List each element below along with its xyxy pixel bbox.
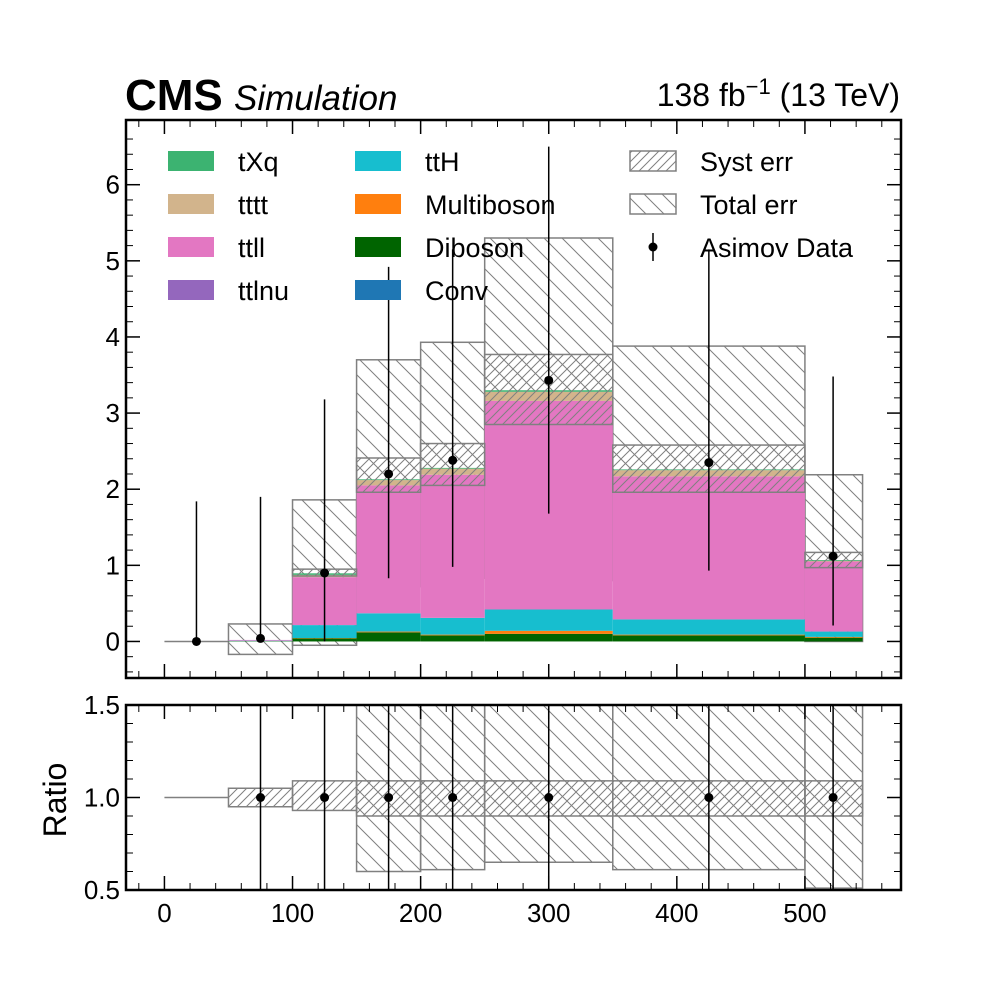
- legend-swatch-total-err: [629, 193, 677, 215]
- y-tick-label: 3: [106, 398, 120, 428]
- ratio-point: [256, 793, 266, 802]
- stack-bar-diboson: [484, 633, 613, 642]
- y-tick-label: 2: [106, 474, 120, 504]
- x-tick-label: 500: [783, 898, 826, 928]
- data-point: [384, 469, 394, 479]
- data-point: [828, 551, 838, 561]
- ratio-y-tick-label: 1.0: [84, 783, 120, 813]
- y-tick-label: 6: [106, 170, 120, 200]
- x-tick-label: 200: [399, 898, 442, 928]
- stack-bar-diboson: [612, 635, 805, 642]
- stack-bar-tth: [420, 617, 485, 635]
- stack-bar-tth: [356, 613, 421, 632]
- ratio-y-tick-label: 0.5: [84, 875, 120, 905]
- x-tick-label: 0: [157, 898, 171, 928]
- legend-label-txq: tXq: [238, 147, 279, 177]
- legend-swatch-diboson: [355, 237, 401, 257]
- stack-bar-diboson: [356, 632, 421, 642]
- y-tick-label: 4: [106, 322, 120, 352]
- legend-label-conv: Conv: [425, 276, 489, 306]
- x-tick-label: 300: [527, 898, 570, 928]
- data-point: [191, 636, 201, 646]
- legend-label-total-err: Total err: [700, 190, 798, 220]
- x-tick-label: 100: [271, 898, 314, 928]
- main-plot-area: [164, 146, 864, 656]
- stack-bar-diboson: [420, 635, 485, 642]
- legend-swatch-syst-err: [629, 150, 677, 172]
- experiment-label: CMS: [125, 71, 223, 120]
- legend-swatch-ttlnu: [168, 280, 214, 300]
- status-label: Simulation: [234, 79, 397, 118]
- stack-bar-tth: [484, 609, 613, 631]
- legend-swatch-tth: [355, 151, 401, 171]
- legend-label-diboson: Diboson: [425, 233, 524, 263]
- stack-bar-multiboson: [356, 631, 421, 633]
- legend-label-multiboson: Multiboson: [425, 190, 556, 220]
- ratio-point: [828, 793, 838, 802]
- legend-swatch-multiboson: [355, 194, 401, 214]
- data-point: [544, 375, 554, 385]
- legend-label-ttlnu: ttlnu: [238, 276, 289, 306]
- legend-swatch-conv: [355, 280, 401, 300]
- plot-header: CMS Simulation 138 fb−1 (13 TeV): [125, 71, 900, 120]
- lumi-label: 138 fb−1 (13 TeV): [657, 74, 900, 113]
- ratio-panel: 0.5 1.0 1.5 0 100 200 300 400 500 Ratio: [37, 690, 903, 928]
- legend-label-tttt: tttt: [238, 190, 269, 220]
- stack-bar-multiboson: [420, 634, 485, 636]
- data-point: [448, 455, 458, 465]
- y-tick-label: 0: [106, 626, 120, 656]
- ratio-point: [544, 793, 554, 802]
- stack-bar-tth: [804, 631, 863, 637]
- ratio-plot-area: [164, 705, 864, 890]
- y-tick-label: 5: [106, 246, 120, 276]
- x-tick-label: 400: [655, 898, 698, 928]
- stack-bar-tth: [612, 619, 805, 635]
- data-point: [704, 458, 714, 468]
- stack-bar-multiboson: [484, 630, 613, 634]
- stack-bar-diboson: [804, 637, 863, 642]
- data-point: [320, 568, 330, 578]
- legend-swatch-tttt: [168, 194, 214, 214]
- y-tick-label: 1: [106, 550, 120, 580]
- legend-label-tth: ttH: [425, 147, 460, 177]
- stack-bar-multiboson: [612, 634, 805, 636]
- ratio-point: [384, 793, 394, 802]
- ratio-point: [320, 793, 330, 802]
- ratio-point: [704, 793, 714, 802]
- main-frame: [124, 118, 903, 680]
- data-point: [256, 633, 266, 643]
- ratio-y-tick-label: 1.5: [84, 690, 120, 720]
- ratio-axis-title: Ratio: [37, 763, 73, 838]
- legend-marker-asimov-data: [648, 242, 658, 252]
- ratio-point: [448, 793, 458, 802]
- legend-swatch-txq: [168, 151, 214, 171]
- ratio-frame: [124, 703, 903, 892]
- legend-label-asimov-data: Asimov Data: [700, 233, 854, 263]
- legend-swatch-ttll: [168, 237, 214, 257]
- stack-bar-multiboson: [804, 636, 863, 638]
- main-panel: 0 1 2 3 4 5 6 Conv Diboson Multiboson ttH ttlnu ttl…: [106, 118, 903, 680]
- legend: Conv Diboson Multiboson ttH ttlnu ttll tttt tXq…: [168, 147, 854, 306]
- legend-label-syst-err: Syst err: [700, 147, 793, 177]
- legend-label-ttll: ttll: [238, 233, 265, 263]
